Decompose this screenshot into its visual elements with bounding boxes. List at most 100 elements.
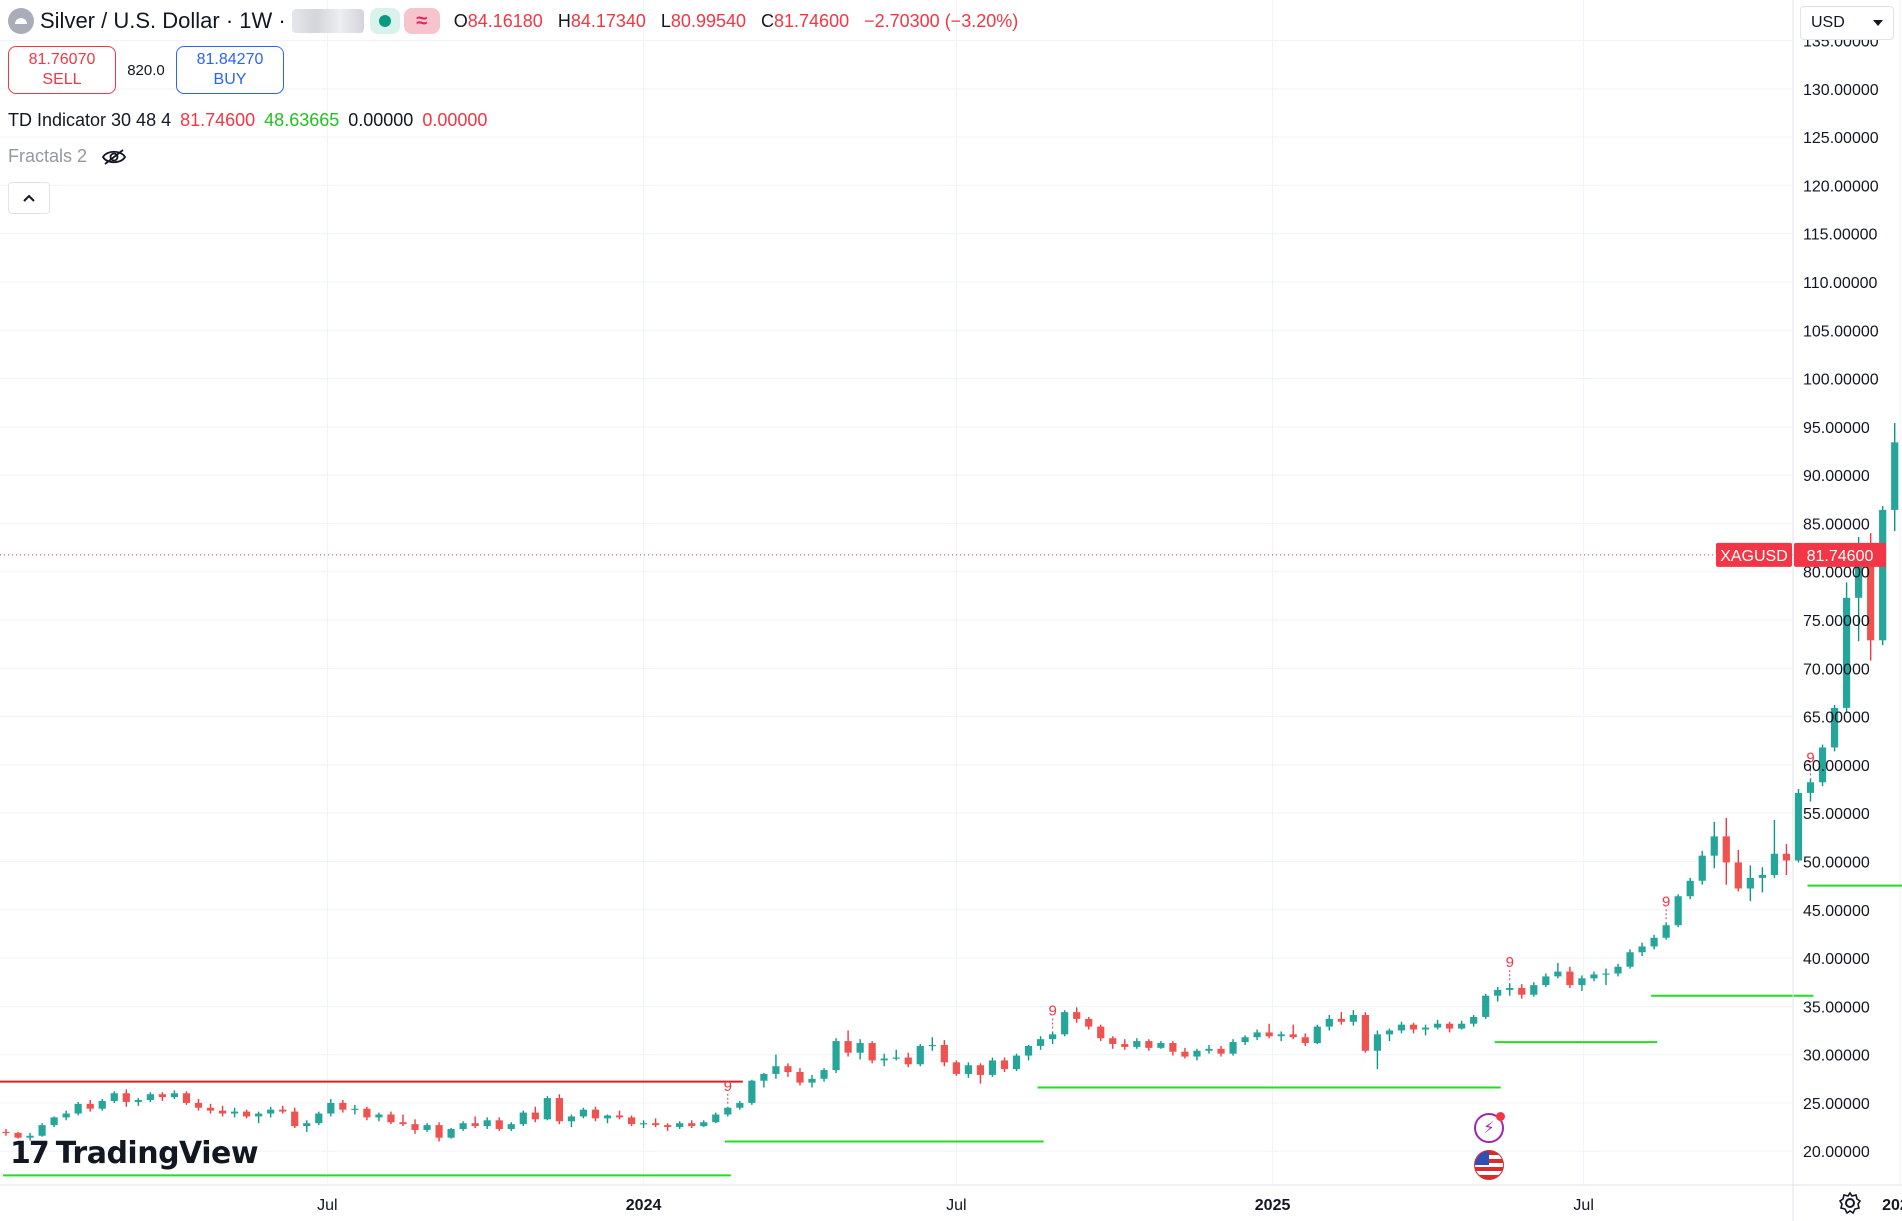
y-tick-label: 60.00000	[1803, 758, 1870, 775]
candle-body	[1578, 978, 1586, 986]
candle-down	[194, 1099, 203, 1111]
market-open-icon[interactable]	[369, 8, 400, 34]
candle-body	[471, 1123, 479, 1127]
candle-down	[1446, 1021, 1454, 1033]
candle-body	[760, 1073, 768, 1081]
candle-up	[1638, 942, 1646, 957]
candle-body	[748, 1080, 756, 1103]
candle-up	[880, 1053, 888, 1067]
candle-body	[868, 1043, 876, 1061]
candle-body	[736, 1102, 744, 1108]
collapse-legend-button[interactable]	[8, 182, 50, 214]
candle-body	[627, 1117, 636, 1125]
candle-body	[1542, 976, 1550, 986]
candle-down	[868, 1041, 876, 1064]
td-indicator-legend[interactable]: TD Indicator 30 48 4 81.74600 48.63665 0…	[8, 110, 496, 131]
candle-up	[1373, 1030, 1382, 1070]
candle-body	[1590, 974, 1598, 979]
candle-body	[98, 1100, 106, 1109]
candle-down	[1073, 1007, 1081, 1023]
chevron-down-icon	[1873, 20, 1883, 26]
candle-up	[1205, 1044, 1213, 1054]
time-axis[interactable]: Jul2024Jul2025Jul2026Jul	[317, 1197, 1902, 1214]
candle-body	[1806, 782, 1815, 793]
td-lines	[0, 554, 1902, 1177]
y-tick-label: 85.00000	[1803, 516, 1870, 533]
y-tick-label: 90.00000	[1803, 468, 1870, 485]
candle-down	[471, 1116, 479, 1129]
candle-up	[1036, 1036, 1045, 1050]
candle-down	[1085, 1016, 1093, 1030]
candle-body	[1301, 1037, 1309, 1044]
candle-up	[327, 1099, 335, 1117]
candle-body	[555, 1098, 563, 1122]
candle-down	[1782, 844, 1791, 875]
candle-body	[1373, 1034, 1382, 1051]
tradingview-logo[interactable]: 17 TradingView	[10, 1136, 259, 1171]
candle-up	[1590, 971, 1598, 982]
low-value: 80.99540	[670, 10, 746, 31]
candle-up	[1542, 973, 1550, 988]
candle-body	[928, 1044, 936, 1047]
price-tag-value-bg	[1794, 542, 1886, 567]
chart-grid	[0, 0, 1901, 1185]
candle-up	[507, 1122, 515, 1131]
candle-up	[1506, 983, 1514, 996]
fractals-label: Fractals 2	[8, 146, 88, 166]
x-tick-label: 2024	[626, 1197, 662, 1214]
eye-off-icon[interactable]	[101, 148, 127, 166]
candle-body	[1085, 1018, 1093, 1027]
data-wave-icon[interactable]: ≈	[403, 8, 440, 34]
candle-down	[14, 1131, 22, 1139]
price-axis[interactable]: 135.00000130.00000125.00000120.00000115.…	[1803, 34, 1879, 1162]
candle-body	[567, 1116, 576, 1122]
candle-body	[796, 1072, 804, 1083]
candle-body	[1879, 509, 1887, 641]
candle-up	[1253, 1029, 1261, 1041]
sell-button[interactable]: 81.76070 SELL	[8, 46, 116, 94]
candle-up	[1806, 778, 1815, 802]
close-label: C	[761, 10, 775, 31]
candle-body	[194, 1102, 203, 1108]
candle-up	[110, 1091, 118, 1103]
candle-body	[435, 1125, 443, 1138]
candle-up	[1385, 1028, 1394, 1042]
candle-body	[170, 1093, 179, 1098]
candle-up	[1012, 1053, 1021, 1072]
close-value: 81.74600	[774, 10, 850, 31]
candle-up	[1157, 1041, 1165, 1049]
candle-up	[303, 1120, 311, 1132]
candle-down	[279, 1105, 287, 1114]
fractals-legend[interactable]: Fractals 2	[8, 146, 127, 167]
lightning-icon[interactable]: ⚡	[1474, 1112, 1505, 1143]
symbol-title[interactable]: Silver / U.S. Dollar · 1W ·	[40, 8, 286, 33]
candle-body	[1782, 853, 1791, 861]
candle-down	[218, 1105, 227, 1117]
x-tick-label: Jul	[317, 1197, 337, 1214]
candle-up	[62, 1110, 70, 1121]
y-tick-label: 70.00000	[1803, 661, 1870, 678]
candle-down	[1566, 966, 1574, 988]
us-flag-icon[interactable]	[1474, 1150, 1504, 1180]
candle-up	[748, 1079, 756, 1105]
candle-down	[387, 1111, 395, 1125]
setup-mark-label: 9	[1506, 954, 1514, 971]
candle-up	[74, 1101, 82, 1116]
buy-button[interactable]: 81.84270 BUY	[176, 46, 284, 94]
candle-body	[615, 1115, 624, 1118]
change-value: −2.70300 (−3.20%)	[864, 10, 1019, 31]
x-tick-label: Jul	[946, 1197, 966, 1214]
candle-body	[1818, 747, 1827, 783]
gear-icon[interactable]	[1838, 1191, 1862, 1215]
candle-down	[904, 1052, 912, 1068]
y-tick-label: 65.00000	[1803, 710, 1870, 727]
currency-select[interactable]: USD	[1800, 6, 1894, 40]
candle-body	[603, 1115, 612, 1119]
candle-body	[772, 1066, 780, 1074]
candle-body	[1686, 880, 1694, 897]
candle-down	[339, 1100, 347, 1113]
y-tick-label: 25.00000	[1803, 1096, 1870, 1113]
candle-down	[363, 1106, 371, 1121]
candle-up	[375, 1112, 383, 1122]
